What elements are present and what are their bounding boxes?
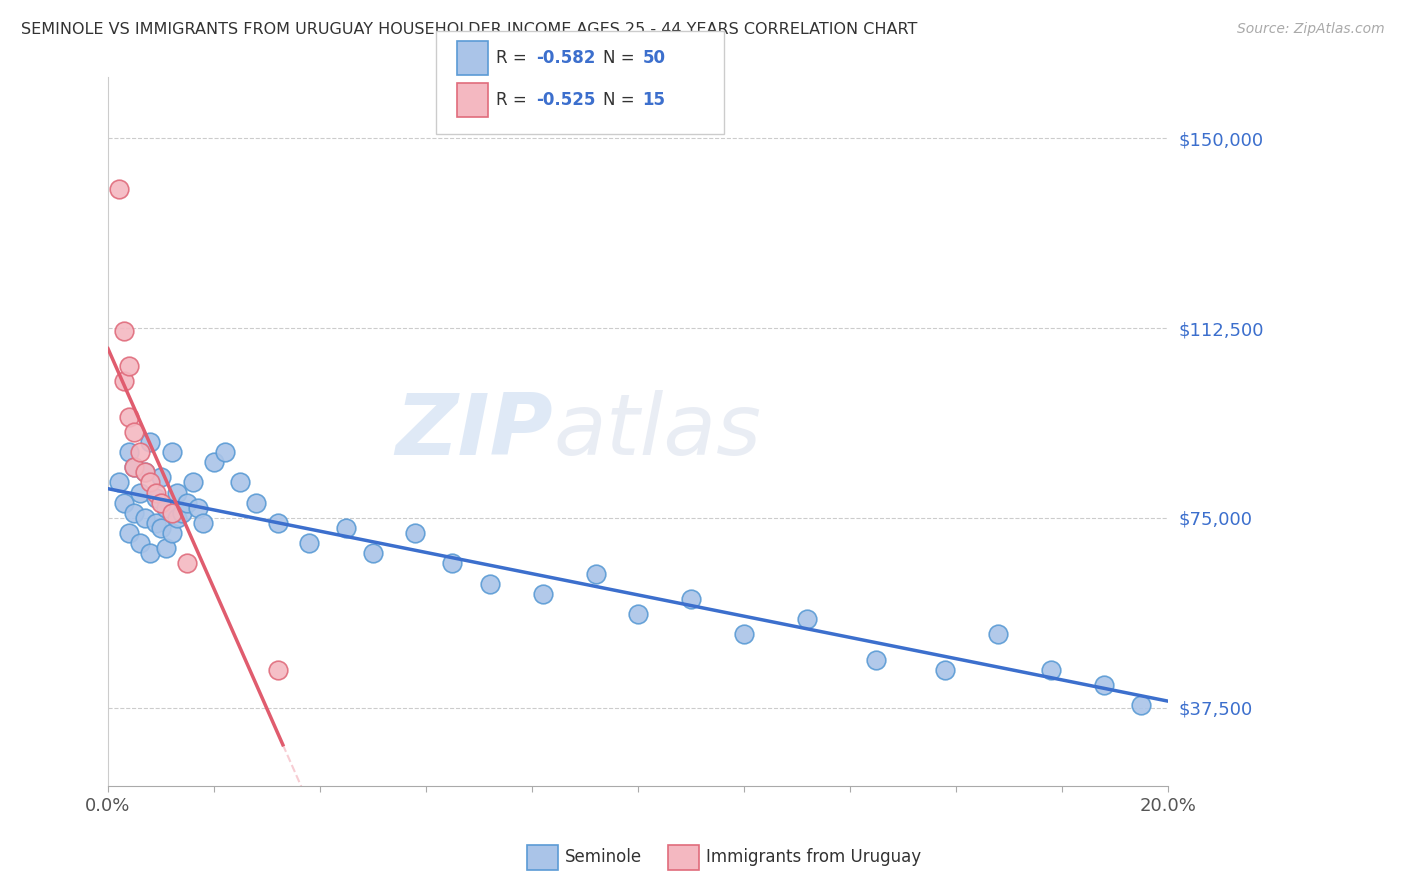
- Point: [679, 591, 702, 606]
- Point: [145, 485, 167, 500]
- Point: [214, 445, 236, 459]
- Point: [160, 526, 183, 541]
- Point: [118, 359, 141, 373]
- Point: [176, 496, 198, 510]
- Point: [149, 521, 172, 535]
- Point: [128, 445, 150, 459]
- Point: [627, 607, 650, 621]
- Text: 15: 15: [643, 91, 665, 109]
- Point: [166, 511, 188, 525]
- Point: [796, 612, 818, 626]
- Point: [266, 663, 288, 677]
- Point: [149, 470, 172, 484]
- Point: [335, 521, 357, 535]
- Point: [193, 516, 215, 530]
- Point: [441, 557, 464, 571]
- Point: [139, 546, 162, 560]
- Point: [187, 500, 209, 515]
- Point: [172, 506, 194, 520]
- Point: [1130, 698, 1153, 713]
- Point: [361, 546, 384, 560]
- Point: [118, 526, 141, 541]
- Point: [124, 460, 146, 475]
- Point: [1040, 663, 1063, 677]
- Point: [118, 445, 141, 459]
- Point: [202, 455, 225, 469]
- Point: [531, 587, 554, 601]
- Point: [145, 491, 167, 505]
- Point: [155, 541, 177, 556]
- Point: [155, 500, 177, 515]
- Point: [229, 475, 252, 490]
- Text: Immigrants from Uruguay: Immigrants from Uruguay: [706, 848, 921, 866]
- Point: [404, 526, 426, 541]
- Point: [987, 627, 1010, 641]
- Point: [1092, 678, 1115, 692]
- Point: [124, 506, 146, 520]
- Point: [181, 475, 204, 490]
- Point: [176, 557, 198, 571]
- Text: -0.582: -0.582: [536, 49, 595, 67]
- Text: ZIP: ZIP: [395, 391, 553, 474]
- Point: [266, 516, 288, 530]
- Text: N =: N =: [603, 91, 640, 109]
- Point: [585, 566, 607, 581]
- Text: Source: ZipAtlas.com: Source: ZipAtlas.com: [1237, 22, 1385, 37]
- Point: [139, 475, 162, 490]
- Point: [134, 465, 156, 479]
- Text: N =: N =: [603, 49, 640, 67]
- Point: [128, 536, 150, 550]
- Point: [112, 324, 135, 338]
- Point: [128, 485, 150, 500]
- Point: [298, 536, 321, 550]
- Text: R =: R =: [496, 49, 533, 67]
- Point: [107, 475, 129, 490]
- Point: [166, 485, 188, 500]
- Point: [160, 506, 183, 520]
- Text: atlas: atlas: [553, 391, 761, 474]
- Point: [139, 434, 162, 449]
- Point: [118, 409, 141, 424]
- Point: [145, 516, 167, 530]
- Text: -0.525: -0.525: [536, 91, 595, 109]
- Point: [124, 425, 146, 439]
- Point: [124, 460, 146, 475]
- Point: [934, 663, 956, 677]
- Text: 50: 50: [643, 49, 665, 67]
- Point: [478, 576, 501, 591]
- Text: SEMINOLE VS IMMIGRANTS FROM URUGUAY HOUSEHOLDER INCOME AGES 25 - 44 YEARS CORREL: SEMINOLE VS IMMIGRANTS FROM URUGUAY HOUS…: [21, 22, 918, 37]
- Point: [134, 465, 156, 479]
- Point: [107, 182, 129, 196]
- Text: R =: R =: [496, 91, 533, 109]
- Point: [160, 445, 183, 459]
- Point: [112, 374, 135, 388]
- Point: [112, 496, 135, 510]
- Point: [865, 652, 887, 666]
- Point: [245, 496, 267, 510]
- Point: [733, 627, 755, 641]
- Text: Seminole: Seminole: [565, 848, 643, 866]
- Point: [149, 496, 172, 510]
- Point: [134, 511, 156, 525]
